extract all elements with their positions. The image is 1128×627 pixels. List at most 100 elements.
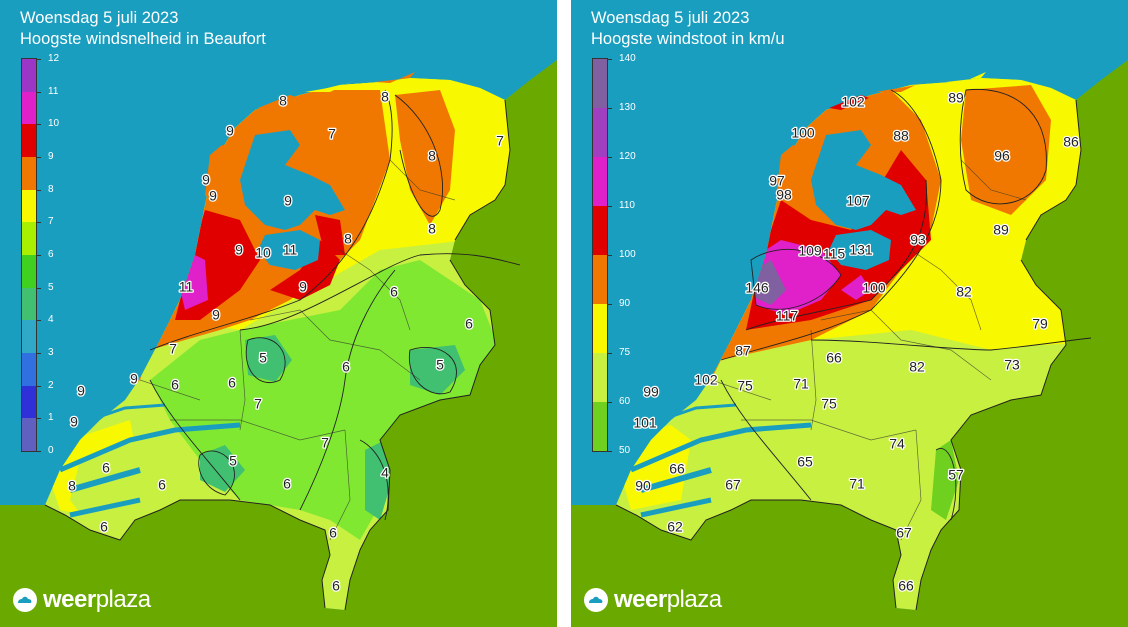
map-value-label: 62	[667, 519, 683, 535]
legend-tick	[607, 157, 612, 158]
oosterschelde	[640, 467, 712, 493]
legend-tick	[36, 353, 41, 354]
map-value-label: 9	[202, 172, 210, 188]
legend-swatch	[593, 402, 607, 451]
markermeer	[829, 230, 891, 270]
legend-swatch	[22, 385, 36, 419]
map-value-label: 5	[229, 453, 237, 469]
map-value-label: 82	[956, 284, 972, 300]
map-value-label: 131	[849, 242, 873, 258]
legend-tick	[607, 255, 612, 256]
legend-swatch	[22, 189, 36, 223]
map-value-label: 101	[633, 415, 657, 431]
legend-tick-label: 3	[48, 347, 54, 358]
legend-tick-label: 5	[48, 281, 54, 293]
ameland	[375, 72, 415, 83]
isolines	[149, 89, 521, 521]
legend-tick	[607, 402, 612, 403]
logo-suffix: plaza	[95, 586, 151, 613]
legend-tick-label: 11	[48, 85, 59, 97]
ijsselmeer	[811, 130, 916, 230]
vlieland	[258, 95, 298, 110]
map-value-label: 74	[889, 436, 905, 452]
map-value-label: 115	[823, 246, 846, 262]
national-border	[44, 99, 511, 611]
map-value-label: 4	[381, 465, 389, 481]
map-value-label: 73	[1004, 357, 1020, 373]
legend-tick-label: 10	[48, 118, 60, 130]
map-value-label: 9	[77, 383, 85, 399]
map-value-label: 8	[428, 221, 436, 237]
map-value-label: 6	[158, 477, 166, 493]
map-value-label: 96	[994, 148, 1010, 164]
isolines	[720, 88, 1092, 521]
legend-swatch	[22, 59, 36, 92]
legend-swatch	[593, 108, 607, 157]
map-value-label: 71	[849, 476, 865, 492]
legend-tick	[36, 385, 41, 387]
map-subtitle: Hoogste windstoot in km/u	[591, 30, 785, 48]
map-value-label: 6	[332, 578, 340, 594]
legend-tick-label: 9	[48, 151, 54, 162]
cloud-sun-icon	[13, 588, 37, 612]
legend-tick-label: 1	[48, 412, 54, 424]
map-value-label: 90	[635, 478, 651, 494]
map-value-label: 8	[344, 231, 352, 247]
map-value-label: 87	[735, 343, 751, 359]
map-value-label: 6	[465, 316, 473, 332]
map-value-label: 100	[791, 125, 815, 141]
legend-tick	[607, 59, 612, 60]
legend-tick-label: 100	[619, 249, 636, 260]
map-value-label: 5	[259, 350, 267, 366]
legend-tick	[36, 418, 41, 420]
map-value-label: 100	[862, 280, 886, 296]
map-date: Woensdag 5 juli 2023	[20, 9, 179, 27]
map-value-label: 6	[171, 377, 179, 393]
legend-swatch	[22, 91, 36, 125]
map-value-label: 6	[342, 359, 350, 375]
map-value-label: 6	[390, 284, 398, 300]
map-value-label: 9	[70, 414, 78, 430]
legend-tick-label: 12	[48, 53, 60, 64]
legend-tick	[36, 91, 41, 93]
map-subtitle: Hoogste windsnelheid in Beaufort	[20, 30, 266, 48]
map-value-label: 75	[737, 378, 753, 394]
river-waal	[59, 422, 241, 473]
map-value-label: 66	[898, 578, 914, 594]
ameland	[946, 72, 986, 83]
legend-tick	[36, 124, 41, 126]
river-waal	[630, 422, 812, 473]
map-value-label: 66	[826, 350, 842, 366]
river-maas	[660, 403, 737, 422]
map-value-label: 7	[496, 133, 504, 149]
title-block: Woensdag 5 juli 2023 Hoogste windsnelhei…	[20, 8, 266, 50]
legend-swatch	[22, 157, 36, 190]
map-value-label: 9	[226, 123, 234, 139]
map-value-label: 11	[283, 242, 298, 258]
neighbouring-land	[0, 60, 557, 627]
gust-legend: 140 130 120 110 100 90 75 60 50	[592, 53, 636, 456]
map-value-label: 9	[209, 188, 217, 204]
vlieland	[829, 95, 869, 110]
cloud-sun-icon	[584, 588, 608, 612]
weerplaza-logo: weerplaza	[12, 585, 151, 615]
map-value-label: 67	[725, 477, 741, 493]
oosterschelde	[69, 467, 141, 493]
map-value-label: 8	[279, 93, 287, 109]
legend-tick-label: 8	[48, 183, 54, 195]
legend-swatch	[22, 222, 36, 255]
map-value-label: 9	[284, 193, 292, 209]
legend-tick-label: 50	[619, 445, 631, 456]
terschelling	[305, 80, 355, 92]
legend-tick-label: 140	[619, 53, 636, 64]
map-value-label: 6	[228, 375, 236, 391]
texel	[776, 145, 803, 200]
legend-tick-label: 120	[619, 151, 636, 162]
map-value-label: 7	[254, 396, 262, 412]
legend-tick	[607, 451, 612, 452]
westerschelde	[69, 497, 141, 518]
logo-suffix: plaza	[666, 586, 722, 613]
river-maas	[89, 403, 166, 422]
map-value-label: 9	[299, 279, 307, 295]
neighbouring-land	[571, 60, 1128, 627]
